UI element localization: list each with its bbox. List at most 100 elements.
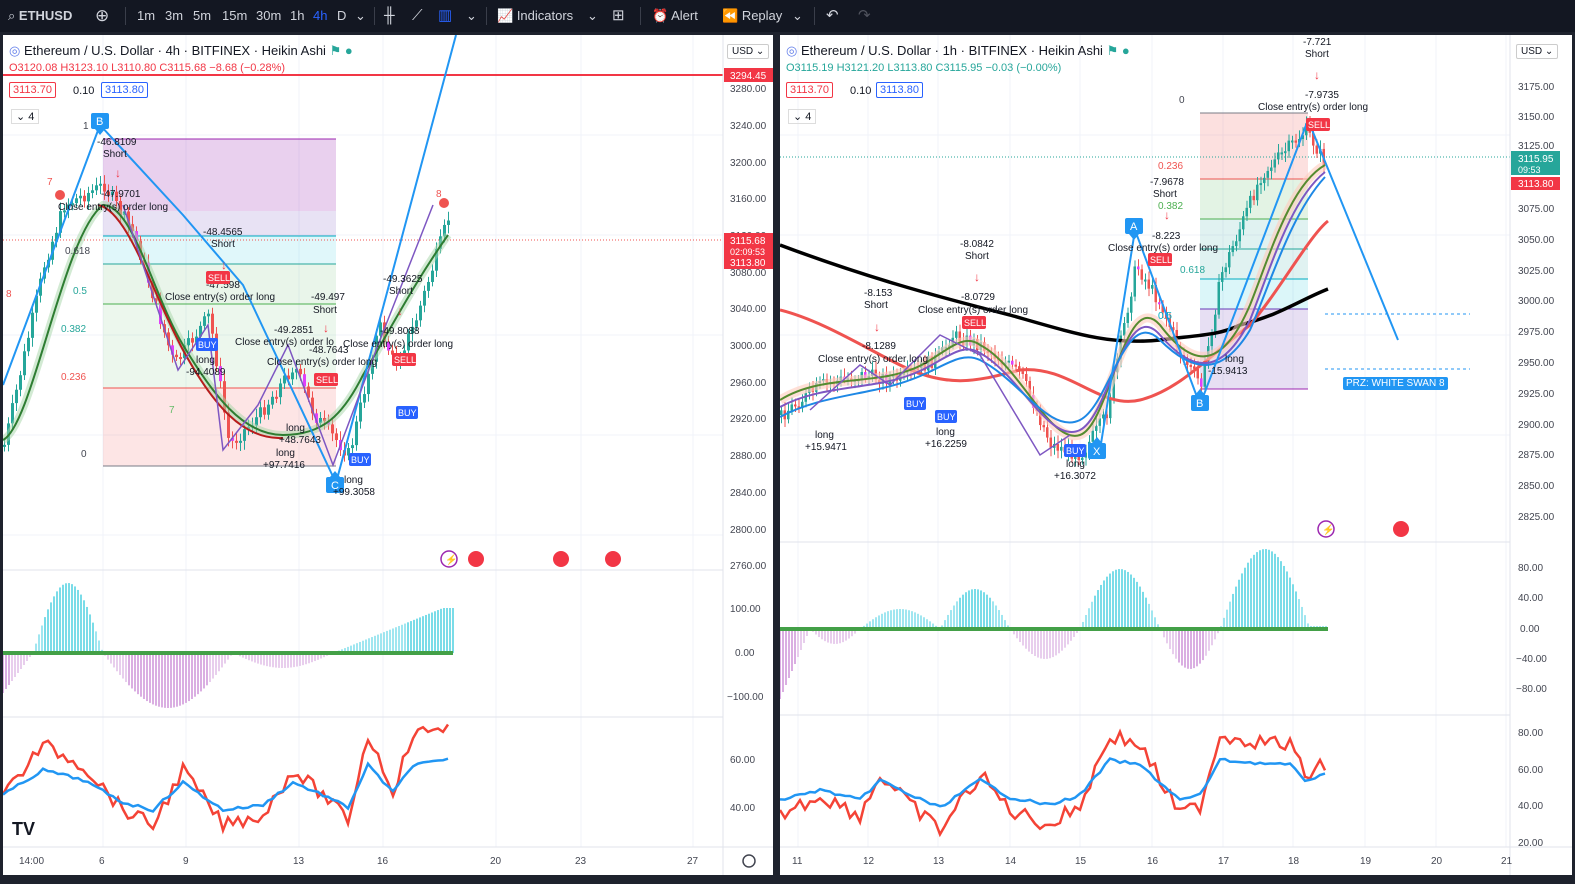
svg-text:-8.1289: -8.1289 (862, 341, 896, 352)
candle-body (1046, 427, 1049, 438)
price-axis-4h[interactable]: 3294.45 3280.00 3240.00 3200.00 3160.00 … (724, 68, 773, 814)
event-icons[interactable]: ⚡ (1317, 520, 1409, 538)
compare-add-icon[interactable]: ⊕ (95, 6, 110, 25)
candle-body (1123, 322, 1126, 336)
candle-body (187, 338, 190, 346)
candle-body (1144, 279, 1147, 282)
candle-body (1140, 269, 1143, 280)
candle-style-icon[interactable]: ▥ (438, 7, 453, 24)
candle-body (419, 305, 422, 321)
currency-selector[interactable]: USD ⌄ (1516, 44, 1559, 59)
replay-button[interactable]: ⏪ Replay (722, 8, 783, 23)
interval-d[interactable]: D (337, 8, 347, 23)
replay-dropdown-icon[interactable]: ⌄ (792, 8, 803, 23)
settings-gear-icon[interactable] (742, 854, 756, 868)
time-axis-4h[interactable]: 14:00 6 9 13 16 20 23 27 (19, 856, 699, 867)
svg-text:-49.497: -49.497 (311, 292, 345, 303)
candle-body (1249, 195, 1252, 208)
alert-button[interactable]: ⏰ Alert (652, 8, 698, 23)
candle-body (780, 410, 783, 415)
candle-body (75, 198, 78, 204)
candle-body (307, 386, 310, 398)
buy-price-button[interactable]: 3113.80 (876, 82, 923, 98)
svg-text:3025.00: 3025.00 (1518, 266, 1555, 277)
candle-body (99, 183, 102, 186)
chart-title: ◎ Ethereum / U.S. Dollar · 4h · BITFINEX… (9, 43, 353, 58)
interval-15m[interactable]: 15m (222, 8, 248, 23)
currency-selector[interactable]: USD ⌄ (727, 44, 770, 59)
interval-dropdown-icon[interactable]: ⌄ (355, 8, 366, 23)
buy-price-button[interactable]: 3113.80 (101, 82, 148, 98)
candle-body (1224, 267, 1227, 273)
chart-pane-1h[interactable]: A B X 0 0.236 0.382 0.5 0.618 -7.721 Sho… (780, 35, 1572, 875)
interval-1m[interactable]: 1m (137, 8, 156, 23)
indicator-collapse-toggle[interactable]: ⌄ 4 (788, 109, 817, 124)
interval-30m[interactable]: 30m (256, 8, 282, 23)
svg-text:60.00: 60.00 (730, 755, 755, 766)
candle-body (1189, 364, 1192, 367)
sell-price-button[interactable]: 3113.70 (9, 82, 56, 98)
time-axis-1h[interactable]: 11 12 13 14 15 16 17 18 19 20 21 (792, 856, 1513, 867)
symbol-search[interactable]: ⌕ ETHUSD (8, 8, 73, 23)
indicator-collapse-toggle[interactable]: ⌄ 4 (11, 109, 40, 124)
candle-body (175, 354, 178, 358)
svg-text:Short: Short (1305, 49, 1329, 60)
flag-icon: ⚑ (329, 43, 345, 58)
interval-5m[interactable]: 5m (193, 8, 212, 23)
svg-text:⚡: ⚡ (1322, 523, 1334, 536)
bar-style-icon[interactable]: ╫ (384, 7, 395, 24)
svg-text:80.00: 80.00 (1518, 563, 1543, 574)
chart-pane-4h[interactable]: B C 1 0.618 0.5 0.382 0.236 0 -46.8109 S… (3, 35, 773, 875)
candle-body (1231, 246, 1234, 253)
candle-body (1273, 159, 1276, 168)
chart-1h-canvas[interactable]: A B X 0 0.236 0.382 0.5 0.618 -7.721 Sho… (780, 35, 1572, 875)
svg-text:B: B (96, 116, 103, 128)
svg-text:60.00: 60.00 (1518, 765, 1543, 776)
svg-text:+99.3058: +99.3058 (333, 487, 375, 498)
candle-body (1252, 195, 1255, 201)
candle-body (955, 331, 958, 338)
svg-text:Close entry(s) order lo: Close entry(s) order lo (235, 337, 334, 348)
price-axis-1h[interactable]: 3175.00 3150.00 3125.00 3075.00 3050.00 … (1511, 82, 1560, 849)
sell-price-button[interactable]: 3113.70 (786, 82, 833, 98)
interval-1h[interactable]: 1h (290, 8, 305, 23)
rewind-icon: ⏪ (722, 8, 742, 23)
event-icons[interactable]: ⚡ (440, 550, 621, 568)
candle-body (1154, 284, 1157, 303)
candle-body (1039, 411, 1042, 426)
candle-body (59, 211, 62, 233)
svg-text:-49.3625: -49.3625 (383, 274, 423, 285)
fib-level-label: 0 (1179, 95, 1185, 106)
candle-body (87, 192, 90, 202)
svg-text:80.00: 80.00 (1518, 728, 1543, 739)
redo-icon[interactable]: ↷ (858, 7, 871, 24)
candle-body (1151, 284, 1154, 289)
svg-text:3040.00: 3040.00 (730, 304, 767, 315)
chart-style-dropdown-icon[interactable]: ⌄ (466, 8, 477, 23)
interval-3m[interactable]: 3m (165, 8, 184, 23)
svg-text:2900.00: 2900.00 (1518, 420, 1555, 431)
candle-body (1133, 266, 1136, 297)
candle-body (243, 429, 246, 441)
candle-body (355, 421, 358, 446)
interval-4h[interactable]: 4h (313, 8, 328, 23)
candle-body (1235, 241, 1238, 247)
candle-body (1060, 446, 1063, 451)
indicators-button[interactable]: 📈 Indicators (497, 8, 574, 23)
chart-4h-canvas[interactable]: B C 1 0.618 0.5 0.382 0.236 0 -46.8109 S… (3, 35, 773, 875)
candle-body (123, 211, 126, 215)
prz-label: PRZ: WHITE SWAN 8 (1343, 377, 1448, 390)
layout-grid-icon[interactable]: ⊞ (612, 7, 625, 24)
undo-icon[interactable]: ↶ (826, 7, 839, 24)
candle-body (1312, 132, 1315, 146)
line-style-icon[interactable]: ⟋ (412, 7, 423, 24)
fib-level-label: 0.382 (61, 324, 86, 335)
svg-text:2950.00: 2950.00 (1518, 358, 1555, 369)
svg-text:Close entry(s) order long: Close entry(s) order long (1108, 243, 1218, 254)
candle-body (311, 397, 314, 414)
candle-body (3, 444, 6, 447)
svg-text:-49.8088: -49.8088 (380, 326, 420, 337)
candle-body (443, 224, 446, 237)
indicators-dropdown-icon[interactable]: ⌄ (587, 8, 598, 23)
svg-text:SELL: SELL (964, 318, 986, 328)
